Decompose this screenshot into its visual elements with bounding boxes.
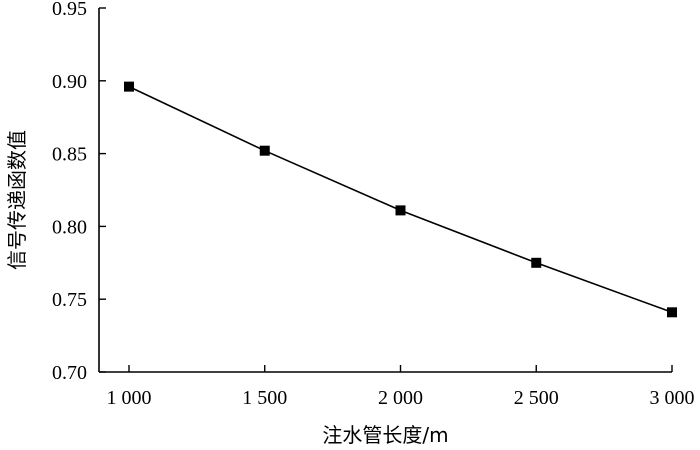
y-tick-label: 0.70 [52,362,87,384]
data-point-marker [667,307,677,318]
x-tick-label: 2 500 [514,387,559,409]
y-tick-label: 0.80 [52,216,87,238]
data-point-marker [395,205,406,216]
y-axis-ticks: 0.70 0.75 0.80 0.85 0.90 0.95 [52,0,106,384]
x-axis-title: 注水管长度/m [322,423,448,447]
y-tick-label: 0.75 [52,289,87,311]
series-group [124,81,677,318]
x-tick-label: 1 500 [242,387,287,409]
y-tick-label: 0.90 [52,71,87,93]
x-tick-label: 2 000 [378,387,423,409]
data-point-marker [124,81,134,92]
x-axis-ticks: 1 000 1 500 2 000 2 500 3 000 [107,365,695,409]
y-tick-label: 0.95 [52,0,87,20]
data-point-marker [259,145,270,156]
y-axis-title: 信号传递函数值 [5,130,29,270]
data-point-marker [531,257,542,268]
x-tick-label: 3 000 [650,387,695,409]
series-line [128,85,673,314]
x-tick-label: 1 000 [107,387,152,409]
y-tick-label: 0.85 [52,144,87,166]
